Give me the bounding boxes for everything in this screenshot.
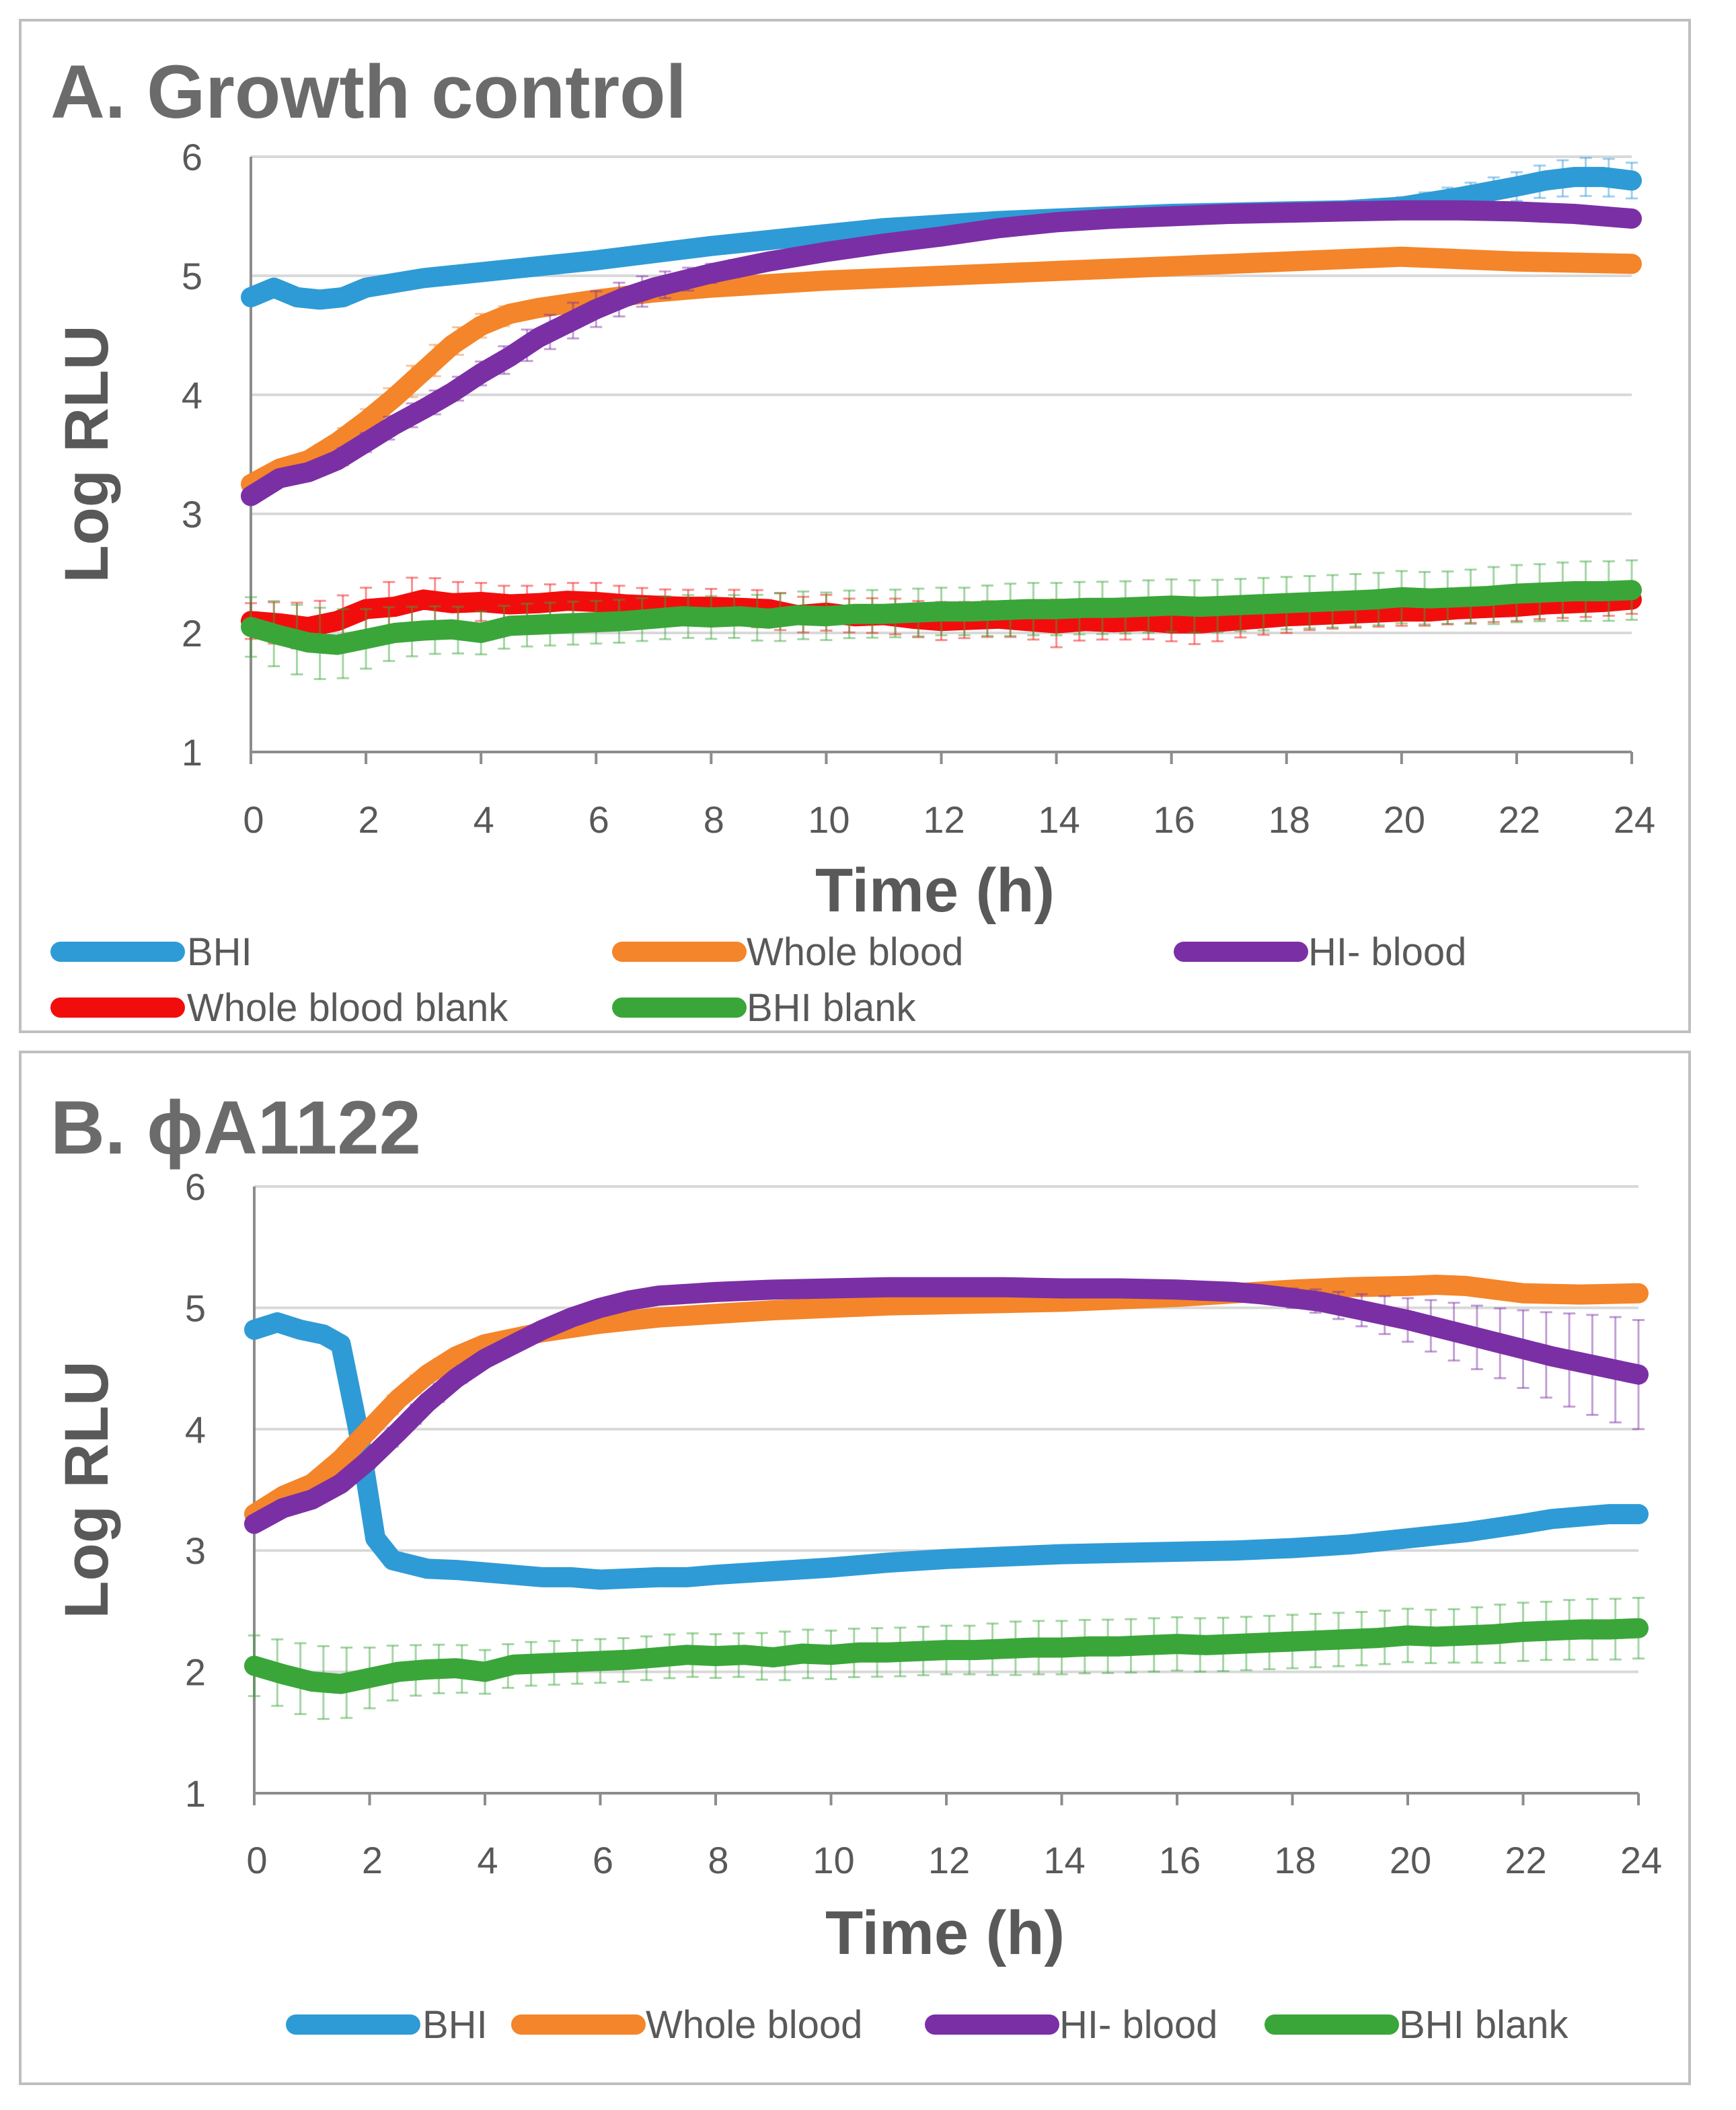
series-bhi-blank <box>241 559 1642 681</box>
series-line <box>241 167 1642 310</box>
chart-title: B. ϕA1122 <box>50 1086 421 1170</box>
y-tick-label: 6 <box>185 1166 206 1208</box>
x-tick-label: 2 <box>358 798 379 841</box>
legend-label: HI- blood <box>1308 930 1466 974</box>
x-tick-label: 8 <box>708 1839 728 1881</box>
legend-label: Whole blood blank <box>187 986 508 1030</box>
x-tick-label: 14 <box>1043 1839 1085 1881</box>
series-line <box>244 1277 1649 1534</box>
legend-label: BHI <box>422 2003 488 2047</box>
legend-label: Whole blood <box>747 930 963 974</box>
x-axis-title: Time (h) <box>815 856 1055 925</box>
x-tick-label: 4 <box>474 798 494 841</box>
y-axis-title: Log RLU <box>52 1361 121 1618</box>
y-tick-label: 1 <box>182 731 202 774</box>
x-tick-label: 2 <box>362 1839 383 1881</box>
x-tick-label: 18 <box>1274 1839 1316 1881</box>
y-tick-label: 4 <box>182 374 202 416</box>
x-tick-label: 22 <box>1499 798 1540 841</box>
x-tick-label: 8 <box>704 798 724 841</box>
series-line <box>244 1312 1649 1590</box>
x-tick-label: 6 <box>589 798 609 841</box>
series-bhi-blank <box>244 1597 1649 1721</box>
y-tick-label: 3 <box>182 493 202 535</box>
legend-item: BHI <box>50 930 252 974</box>
error-bars <box>248 1597 1645 1721</box>
x-tick-label: 12 <box>928 1839 970 1881</box>
x-axis-title: Time (h) <box>825 1899 1065 1967</box>
legend-item: Whole blood blank <box>50 986 508 1030</box>
legend-label: BHI blank <box>1399 2003 1569 2047</box>
x-tick-label: 12 <box>923 798 965 841</box>
legend-item: BHI blank <box>1265 2003 1569 2047</box>
series-line <box>241 200 1642 506</box>
legend-label: BHI blank <box>747 986 916 1030</box>
x-tick-label: 10 <box>808 798 850 841</box>
x-tick-label: 4 <box>477 1839 498 1881</box>
legend-label: Whole blood <box>646 2003 862 2047</box>
x-tick-label: 16 <box>1154 798 1195 841</box>
y-tick-label: 4 <box>185 1408 206 1451</box>
series-line <box>241 246 1642 494</box>
legend-item: Whole blood <box>612 930 963 974</box>
legend-label: HI- blood <box>1059 2003 1217 2047</box>
y-axis-title: Log RLU <box>52 325 121 582</box>
series-hi-blood <box>241 200 1642 506</box>
x-tick-label: 0 <box>246 1839 267 1881</box>
series-line <box>244 1275 1649 1525</box>
legend-label: BHI <box>187 930 252 974</box>
x-tick-label: 24 <box>1620 1839 1662 1881</box>
x-tick-label: 16 <box>1159 1839 1201 1881</box>
x-tick-label: 10 <box>813 1839 854 1881</box>
x-tick-label: 18 <box>1269 798 1310 841</box>
y-tick-label: 2 <box>182 612 202 654</box>
legend-item: BHI <box>286 2003 488 2047</box>
y-tick-label: 5 <box>182 255 202 297</box>
y-tick-label: 5 <box>185 1287 206 1329</box>
legend-item: Whole blood <box>511 2003 862 2047</box>
series-hi-blood <box>244 1277 1649 1534</box>
x-tick-label: 14 <box>1038 798 1080 841</box>
x-tick-label: 22 <box>1505 1839 1546 1881</box>
x-tick-label: 24 <box>1614 798 1655 841</box>
panel-border <box>19 1051 1691 2085</box>
legend-item: HI- blood <box>925 2003 1217 2047</box>
y-tick-label: 2 <box>185 1651 206 1694</box>
legend-item: HI- blood <box>1174 930 1466 974</box>
y-tick-label: 3 <box>185 1530 206 1572</box>
legend-item: BHI blank <box>612 986 916 1030</box>
y-tick-label: 1 <box>185 1772 206 1815</box>
series-line <box>241 580 1642 655</box>
panel-border <box>19 19 1691 1033</box>
y-tick-label: 6 <box>182 136 202 178</box>
x-tick-label: 6 <box>593 1839 613 1881</box>
chart-title: A. Growth control <box>50 50 687 134</box>
x-tick-label: 20 <box>1390 1839 1431 1881</box>
x-tick-label: 20 <box>1384 798 1425 841</box>
series-line <box>244 1618 1649 1694</box>
series-whole-blood <box>241 246 1642 494</box>
series-bhi <box>241 157 1642 310</box>
series-bhi <box>244 1312 1649 1590</box>
x-tick-label: 0 <box>243 798 264 841</box>
